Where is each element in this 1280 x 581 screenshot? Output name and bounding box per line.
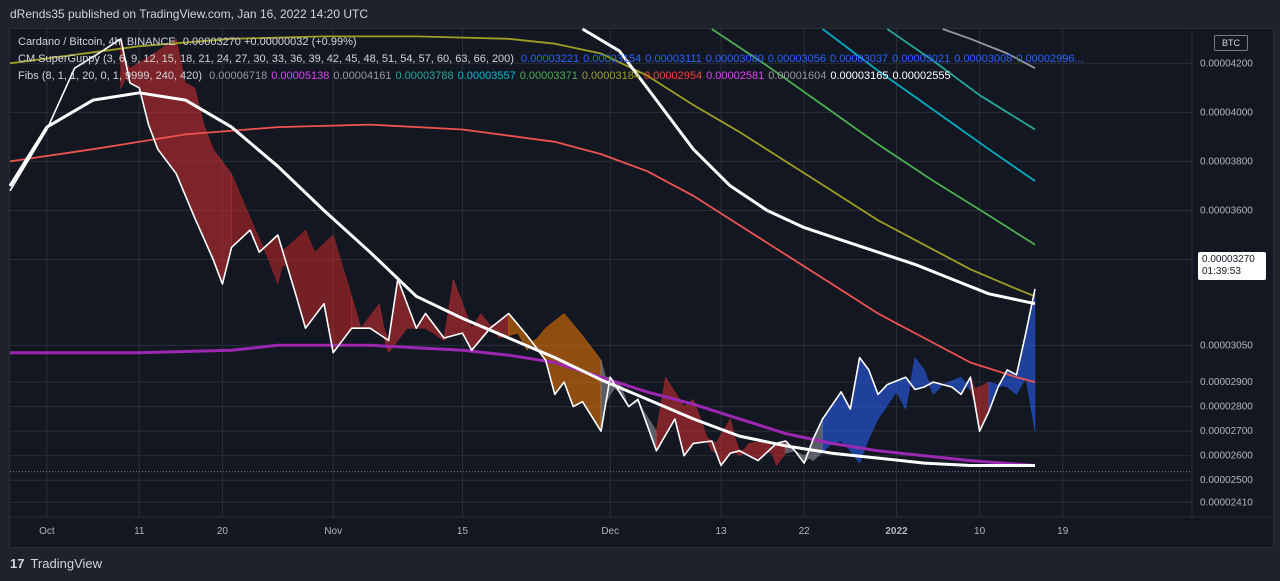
legend-guppy[interactable]: CM SuperGuppy (3, 6, 9, 12, 15, 18, 21, … bbox=[18, 53, 1084, 65]
y-tick-label: 0.00002600 bbox=[1200, 451, 1253, 462]
brand-name: TradingView bbox=[30, 556, 103, 571]
ema-red-line bbox=[9, 123, 1036, 383]
teal-line bbox=[822, 28, 1036, 182]
fibs-value-11: 0.00002555 bbox=[892, 70, 951, 82]
last-price: 0.00003270 bbox=[1202, 254, 1255, 265]
y-tick-label: 0.00002700 bbox=[1200, 426, 1253, 437]
x-tick-label: Oct bbox=[39, 526, 55, 537]
x-tick-label: 11 bbox=[134, 526, 145, 537]
x-tick-label: 22 bbox=[799, 526, 811, 537]
dark-teal-line bbox=[886, 28, 1036, 131]
olive-line bbox=[9, 35, 1036, 298]
y-tick-label: 0.00004000 bbox=[1200, 107, 1253, 118]
fibs-label: Fibs (8, 1, 1, 20, 0, 1, 9999, 240, 420) bbox=[18, 70, 203, 82]
y-tick-label: 0.00002800 bbox=[1200, 402, 1253, 413]
x-tick-label: 20 bbox=[217, 526, 229, 537]
fibs-value-7: 0.00002954 bbox=[644, 70, 703, 82]
fibs-value-9: 0.00001604 bbox=[768, 70, 827, 82]
y-tick-label: 0.00004200 bbox=[1200, 58, 1253, 69]
guppy-value-4: 0.00003056 bbox=[767, 53, 827, 65]
guppy-ribbon bbox=[120, 38, 1036, 467]
tradingview-logo[interactable]: 17 TradingView bbox=[10, 556, 102, 571]
y-tick-label: 0.00003050 bbox=[1200, 340, 1253, 351]
ribbon-segment bbox=[988, 288, 1036, 432]
guppy-value-0: 0.00003221 bbox=[521, 53, 580, 65]
fibs-value-6: 0.00003184 bbox=[581, 70, 640, 82]
ema-200-line bbox=[8, 91, 1035, 467]
grid bbox=[10, 29, 1271, 518]
x-tick-label: 19 bbox=[1057, 526, 1069, 537]
y-tick-label: 0.00003800 bbox=[1200, 156, 1253, 167]
symbol-values: 0.00003270 +0.00000032 (+0.99%) bbox=[182, 36, 357, 48]
guppy-value-8: 0.00002996... bbox=[1016, 53, 1084, 65]
last-price-badge: 0.00003270 01:39:53 bbox=[1198, 252, 1266, 280]
time-axis[interactable]: Oct 11 20 Nov 15 Dec 13 22 2022 10 19 bbox=[39, 526, 1069, 537]
x-tick-label: Nov bbox=[324, 526, 342, 537]
y-tick-label: 0.00002410 bbox=[1200, 497, 1253, 508]
fibs-value-3: 0.00003788 bbox=[395, 70, 454, 82]
publisher-text: dRends35 published on TradingView.com, J… bbox=[10, 7, 369, 21]
guppy-value-7: 0.00003008 bbox=[954, 53, 1013, 65]
gray-line bbox=[942, 28, 1036, 69]
currency-badge[interactable]: BTC bbox=[1214, 35, 1248, 51]
purple-line bbox=[10, 343, 1036, 467]
footer: 17 TradingView bbox=[0, 548, 1280, 581]
guppy-label: CM SuperGuppy (3, 6, 9, 12, 15, 18, 21, … bbox=[18, 53, 514, 65]
fibs-value-4: 0.00003557 bbox=[457, 70, 516, 82]
x-tick-label: 2022 bbox=[885, 526, 908, 537]
guppy-value-1: 0.00003154 bbox=[583, 53, 642, 65]
guppy-value-2: 0.00003111 bbox=[645, 53, 702, 65]
guppy-value-5: 0.00003037 bbox=[830, 53, 889, 65]
fibs-values: 0.00006718 0.00005138 0.00004161 0.00003788… bbox=[205, 70, 951, 82]
price-axis[interactable]: 0.00004200 0.00004000 0.00003800 0.00003600… bbox=[1200, 58, 1253, 508]
x-tick-label: Dec bbox=[601, 526, 619, 537]
fib-upper-white-line bbox=[581, 27, 1036, 306]
ribbon-segment bbox=[351, 278, 509, 354]
fibs-value-0: 0.00006718 bbox=[209, 70, 268, 82]
adabtc-price-line bbox=[9, 37, 1036, 467]
y-tick-label: 0.00003600 bbox=[1200, 205, 1253, 216]
guppy-value-3: 0.00003080 bbox=[705, 53, 764, 65]
publisher-bar: dRends35 published on TradingView.com, J… bbox=[0, 0, 1280, 28]
logo-icon: 17 bbox=[10, 556, 25, 571]
y-tick-label: 0.00002500 bbox=[1200, 475, 1253, 486]
series-lines bbox=[8, 27, 1036, 467]
fibs-value-8: 0.00002581 bbox=[706, 70, 765, 82]
symbol-label: Cardano / Bitcoin, 4h, BINANCE bbox=[18, 36, 176, 48]
x-tick-label: 15 bbox=[457, 526, 469, 537]
x-tick-label: 10 bbox=[974, 526, 986, 537]
fibs-value-10: 0.00003165 bbox=[830, 70, 889, 82]
y-tick-label: 0.00002900 bbox=[1200, 377, 1253, 388]
legend-symbol[interactable]: Cardano / Bitcoin, 4h, BINANCE 0.0000327… bbox=[18, 36, 357, 48]
fibs-value-2: 0.00004161 bbox=[333, 70, 392, 82]
guppy-values: 0.00003221 0.00003154 0.00003111 0.00003080… bbox=[517, 53, 1084, 65]
x-tick-label: 13 bbox=[715, 526, 727, 537]
guppy-value-6: 0.00003021 bbox=[892, 53, 951, 65]
fibs-value-5: 0.00003371 bbox=[519, 70, 578, 82]
bar-countdown: 01:39:53 bbox=[1202, 266, 1241, 277]
fibs-value-1: 0.00005138 bbox=[271, 70, 330, 82]
green-line bbox=[711, 28, 1036, 246]
legend-fibs[interactable]: Fibs (8, 1, 1, 20, 0, 1, 9999, 240, 420)… bbox=[18, 70, 951, 82]
